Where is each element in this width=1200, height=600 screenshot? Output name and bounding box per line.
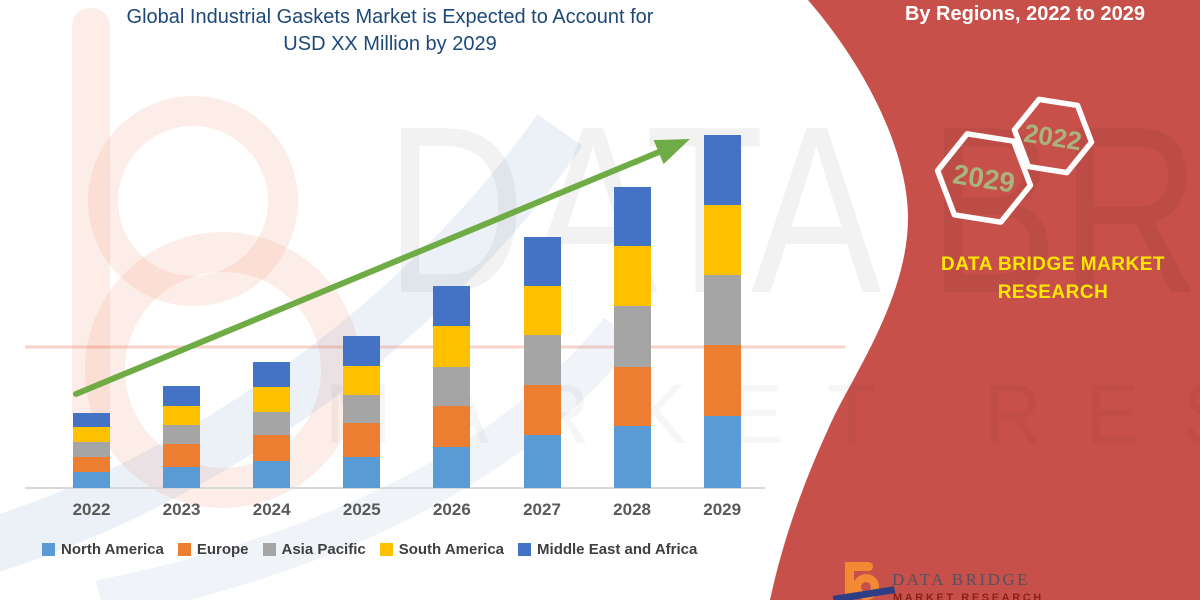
red-panel-shape — [770, 0, 1200, 600]
logo-b-icon — [845, 562, 873, 571]
logo-name: DATA BRIDGE — [892, 570, 1031, 589]
x-axis-label-2027: 2027 — [523, 500, 561, 519]
bar-segment-2028-north-america — [613, 426, 651, 488]
legend-swatch — [177, 543, 191, 556]
bar-segment-2027-europe — [523, 385, 561, 435]
bar-segment-2022-europe — [73, 457, 110, 472]
hexagon-2022-outline — [1011, 96, 1095, 176]
x-axis-line — [25, 487, 765, 489]
chart-title-line2: USD XX Million by 2029 — [283, 33, 497, 55]
legend-label: Middle East and Africa — [537, 541, 698, 558]
chart-legend: North America Europe Asia Pacific South Ame… — [42, 541, 697, 558]
bar-segment-2025-middle-east-and-africa — [343, 336, 381, 366]
bar-segment-2024-south-america — [253, 387, 291, 412]
legend-swatch — [42, 543, 55, 556]
brand-text: DATA BRIDGE MARKET RESEARCH — [888, 251, 1200, 307]
bar-segment-2029-europe — [703, 345, 741, 416]
x-axis-label-2028: 2028 — [613, 500, 651, 519]
x-axis-label-2029: 2029 — [703, 500, 742, 519]
legend-label: Asia Pacific — [281, 541, 366, 558]
bar-segment-2026-north-america — [433, 447, 471, 488]
bar-segment-2027-middle-east-and-africa — [523, 237, 561, 286]
bar-segment-2022-south-america — [73, 427, 110, 442]
bar-segment-2027-asia-pacific — [523, 335, 561, 385]
legend-label: North America — [61, 541, 164, 558]
bar-segment-2023-middle-east-and-africa — [163, 386, 201, 406]
bar-segment-2023-north-america — [163, 467, 201, 488]
bar-segment-2029-asia-pacific — [703, 275, 741, 345]
x-axis-label-2025: 2025 — [342, 500, 381, 519]
bar-segment-2029-north-america — [703, 416, 741, 488]
x-axis-label-2026: 2026 — [432, 500, 471, 519]
bar-segment-2023-europe — [163, 444, 201, 467]
watermark-spaced-text: MARKET RESEARCH — [325, 372, 1200, 456]
legend-item-asia-pacific: Asia Pacific — [262, 541, 366, 558]
trend-arrow-head — [653, 139, 690, 165]
bar-segment-2024-asia-pacific — [253, 412, 291, 435]
bar-segment-2024-north-america — [253, 461, 291, 488]
legend-swatch — [518, 543, 532, 556]
bar-segment-2027-south-america — [523, 286, 561, 335]
bar-segment-2028-south-america — [613, 246, 651, 306]
logo-b-stem — [845, 562, 854, 595]
chart-title-line1: Global Industrial Gaskets Market is Expe… — [126, 6, 654, 28]
bar-segment-2022-asia-pacific — [73, 442, 110, 457]
hexagon-2029-outline — [934, 131, 1034, 225]
x-axis-label-2024: 2024 — [252, 500, 291, 519]
bar-segment-2025-south-america — [343, 366, 381, 395]
bar-segment-2025-north-america — [343, 457, 381, 488]
bar-segment-2023-asia-pacific — [163, 425, 201, 444]
bar-segment-2028-middle-east-and-africa — [613, 187, 651, 246]
legend-label: Europe — [196, 541, 249, 558]
bar-segment-2028-europe — [613, 367, 651, 426]
blue-swoosh-watermark-2 — [96, 317, 636, 600]
hexagon-2029-label: 2029 — [951, 158, 1017, 198]
bar-segment-2026-asia-pacific — [433, 367, 471, 406]
chart-title: Global Industrial Gaskets Market is Expe… — [30, 4, 750, 58]
legend-item-middle-east-and-africa: Middle East and Africa — [518, 541, 697, 558]
legend-swatch — [262, 543, 276, 556]
bar-segment-2024-middle-east-and-africa — [253, 362, 291, 387]
bar-segment-2029-south-america — [703, 205, 741, 275]
hexagon-2022-label: 2022 — [1022, 118, 1084, 157]
bar-segment-2023-south-america — [163, 406, 201, 425]
bar-segment-2025-asia-pacific — [343, 395, 381, 423]
bar-segment-2026-south-america — [433, 326, 471, 367]
logo-sub: MARKET RESEARCH — [893, 592, 1044, 600]
bar-segment-2024-europe — [253, 435, 291, 461]
bar-segment-2027-north-america — [523, 435, 561, 488]
bar-segment-2026-middle-east-and-africa — [433, 286, 471, 326]
brand-text-line2: RESEARCH — [997, 282, 1109, 303]
panel-heading: By Regions, 2022 to 2029 — [904, 3, 1146, 25]
x-axis-label-2022: 2022 — [72, 500, 111, 519]
brand-text-line1: DATA BRIDGE MARKET — [941, 254, 1165, 275]
bar-segment-2025-europe — [343, 423, 381, 457]
bar-segment-2028-asia-pacific — [613, 306, 651, 367]
bar-segment-2029-middle-east-and-africa — [703, 135, 741, 205]
bar-segment-2026-europe — [433, 406, 471, 447]
bar-segment-2022-middle-east-and-africa — [73, 413, 110, 427]
trend-arrow-line — [73, 149, 662, 397]
legend-item-europe: Europe — [177, 541, 249, 558]
x-axis-label-2023: 2023 — [162, 500, 201, 519]
bar-segment-2022-north-america — [73, 472, 110, 488]
legend-swatch — [379, 543, 393, 556]
legend-item-south-america: South America — [379, 541, 505, 558]
legend-label: South America — [398, 541, 505, 558]
stacked-bar-chart: 2022 2023 2024 2025 2026 2027 2028 2029 — [72, 135, 742, 519]
legend-item-north-america: North America — [42, 541, 164, 558]
